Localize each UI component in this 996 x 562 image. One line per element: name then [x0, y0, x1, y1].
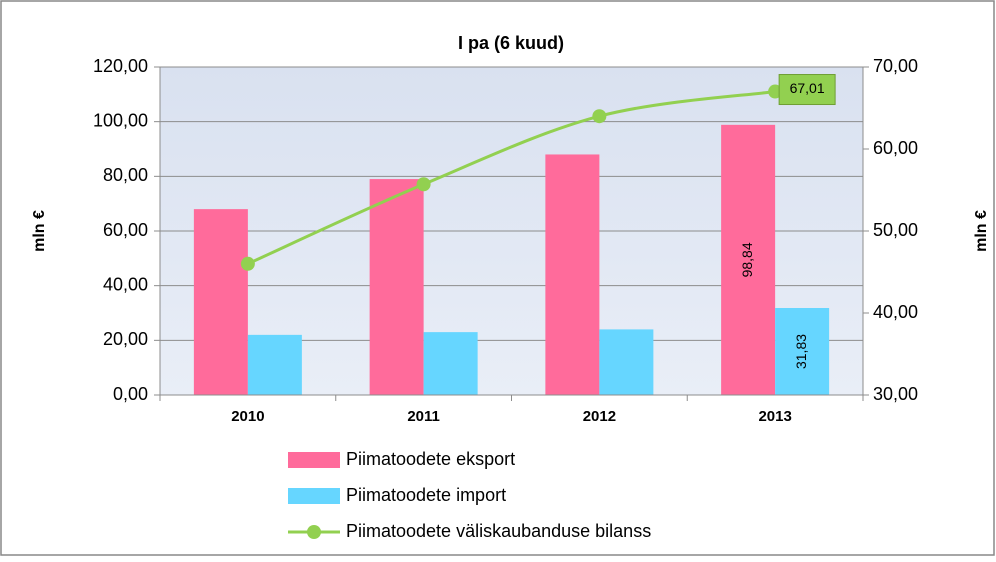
- y2-tick-label: 40,00: [873, 302, 918, 322]
- legend-marker: [307, 525, 321, 539]
- line-point: [416, 177, 431, 192]
- y2-tick-label: 50,00: [873, 220, 918, 240]
- legend-label: Piimatoodete väliskaubanduse bilanss: [346, 521, 651, 541]
- legend-swatch: [288, 488, 340, 504]
- x-tick-label: 2010: [231, 408, 264, 425]
- legend-label: Piimatoodete import: [346, 485, 506, 505]
- y-tick-label: 60,00: [103, 220, 148, 240]
- y-tick-label: 100,00: [93, 110, 148, 130]
- y2-tick-label: 30,00: [873, 384, 918, 404]
- data-label: 67,01: [790, 80, 825, 96]
- legend-label: Piimatoodete eksport: [346, 449, 515, 469]
- bar: [545, 154, 600, 395]
- y-tick-label: 0,00: [113, 384, 148, 404]
- chart-title: I pa (6 kuud): [458, 33, 564, 53]
- data-label-box: [778, 74, 836, 106]
- y-axis-label: mln €: [31, 210, 48, 252]
- bar: [721, 124, 776, 395]
- bar: [369, 179, 424, 395]
- bar: [599, 329, 654, 395]
- x-tick-label: 2012: [583, 408, 616, 425]
- line-point: [240, 256, 255, 271]
- line: [247, 90, 776, 266]
- bar: [193, 209, 248, 395]
- y2-tick-label: 60,00: [873, 138, 918, 158]
- data-label: 98,84: [739, 242, 755, 277]
- y-tick-label: 80,00: [103, 165, 148, 185]
- line-point: [592, 109, 607, 124]
- bar: [423, 332, 478, 395]
- data-label: 31,83: [793, 334, 809, 369]
- bar: [775, 307, 830, 395]
- legend-swatch: [288, 452, 340, 468]
- y-tick-label: 40,00: [103, 274, 148, 294]
- y-tick-label: 20,00: [103, 329, 148, 349]
- x-tick-label: 2013: [758, 408, 791, 425]
- x-tick-label: 2011: [407, 408, 440, 425]
- bar: [247, 334, 302, 395]
- y-tick-label: 120,00: [93, 56, 148, 76]
- y2-tick-label: 70,00: [873, 56, 918, 76]
- y2-axis-label: mln €: [973, 210, 990, 252]
